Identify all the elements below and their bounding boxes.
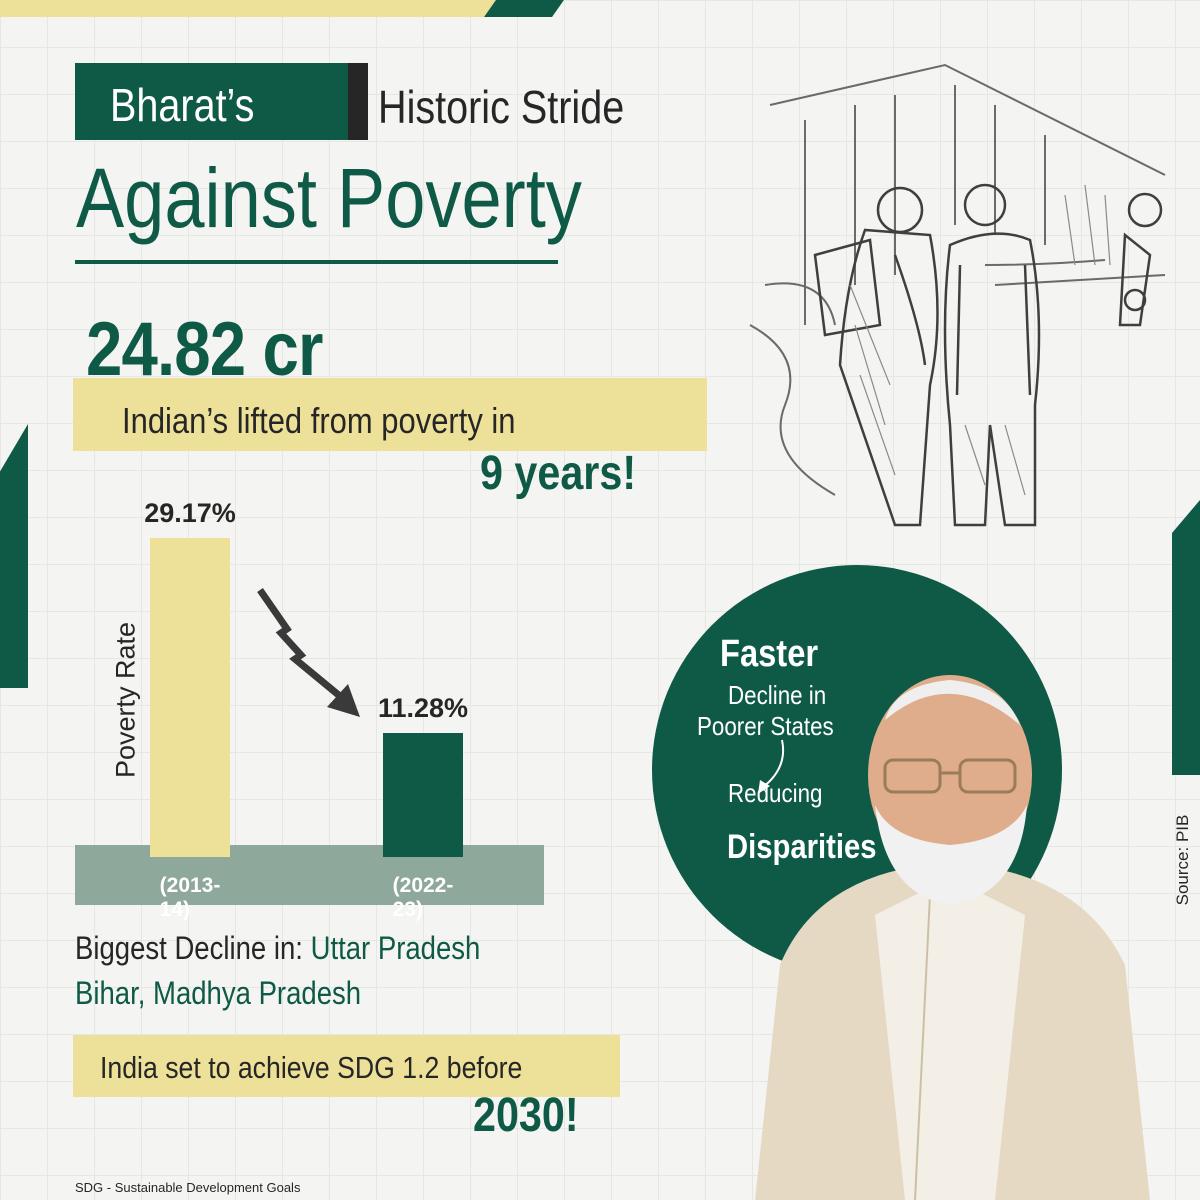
curved-arrow-icon bbox=[758, 739, 784, 794]
state-uttar-pradesh: Uttar Pradesh bbox=[310, 930, 481, 966]
street-sketch-illustration bbox=[749, 63, 1166, 527]
main-title: Against Poverty bbox=[76, 151, 582, 245]
goal-highlight bbox=[73, 1035, 620, 1097]
source-credit: Source: PIB bbox=[1173, 814, 1192, 906]
decline-in-text: Decline in bbox=[728, 680, 827, 710]
people-lifted-number: 24.82 cr bbox=[86, 307, 323, 392]
people-lifted-caption: Indian’s lifted from poverty in bbox=[122, 400, 516, 441]
decline-arrow-icon bbox=[257, 588, 360, 717]
title-underline bbox=[75, 260, 558, 264]
left-green-wedge bbox=[0, 424, 28, 688]
footnote: SDG - Sustainable Development Goals bbox=[75, 1180, 301, 1195]
caption-highlight bbox=[73, 378, 707, 451]
category-label-0: (2013-14) bbox=[159, 874, 221, 921]
disparities-text: Disparities bbox=[727, 828, 877, 866]
chart-baseline-band bbox=[75, 845, 544, 905]
category-label-1: (2022-23) bbox=[392, 874, 454, 921]
value-label-0: 29.17% bbox=[144, 497, 236, 528]
other-states: Bihar, Madhya Pradesh bbox=[75, 975, 362, 1011]
years-period: 9 years! bbox=[480, 447, 637, 500]
biggest-decline-prefix: Biggest Decline in: bbox=[75, 930, 303, 966]
faster-heading: Faster bbox=[720, 633, 819, 675]
reducing-text: Reducing bbox=[728, 778, 823, 808]
poorer-states-text: Poorer States bbox=[697, 711, 834, 741]
title-badge bbox=[75, 63, 368, 140]
top-green-stripe bbox=[484, 0, 564, 17]
bar-2013-14 bbox=[150, 537, 230, 857]
top-yellow-stripe bbox=[0, 0, 500, 17]
right-green-wedge bbox=[1172, 500, 1200, 775]
y-axis-label: Poverty Rate bbox=[110, 621, 141, 779]
title-badge-shadow bbox=[348, 63, 368, 140]
man-portrait-photo bbox=[755, 675, 1150, 1200]
subtitle: Historic Stride bbox=[378, 81, 625, 133]
sdg-goal-text: India set to achieve SDG 1.2 before bbox=[100, 1050, 523, 1085]
biggest-decline-text: Biggest Decline in: Uttar Pradesh bbox=[75, 930, 546, 967]
title-badge-text: Bharat’s bbox=[110, 79, 255, 131]
value-label-1: 11.28% bbox=[377, 693, 469, 724]
bar-2022-23 bbox=[383, 733, 463, 857]
goal-year: 2030! bbox=[473, 1089, 579, 1142]
